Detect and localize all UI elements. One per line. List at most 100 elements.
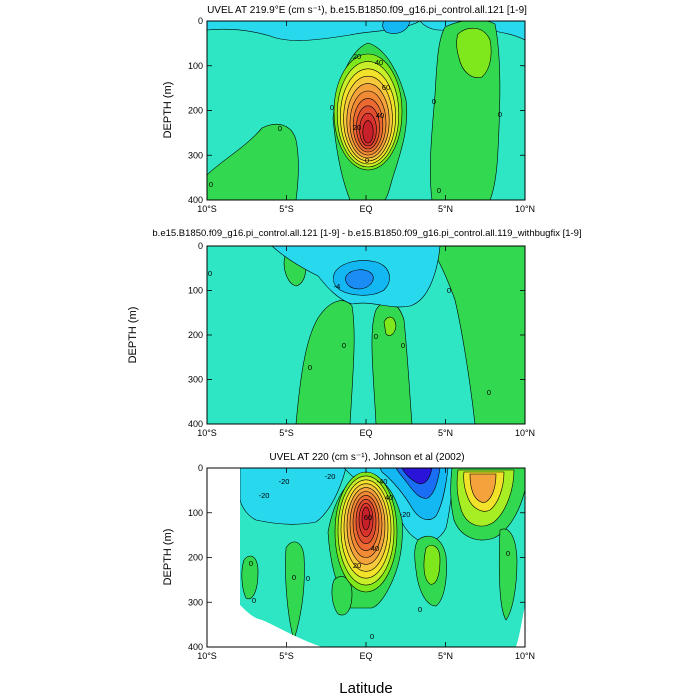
- contour-label: 60: [364, 513, 372, 522]
- contour-label: 0: [342, 341, 346, 350]
- x-tick-label: 10°S: [197, 651, 217, 661]
- panel-3-title: UVEL AT 220 (cm s⁻¹), Johnson et al (200…: [269, 452, 464, 463]
- panel-1-euc-contours: [333, 53, 403, 171]
- y-tick-label: 400: [188, 419, 203, 429]
- panel-1-southern-eastward-band: [207, 124, 299, 200]
- panel-3-observed-uvel: UVEL AT 220 (cm s⁻¹), Johnson et al (200…: [162, 452, 535, 661]
- contour-label: 40: [385, 493, 393, 502]
- contour-label: 20: [353, 561, 361, 570]
- y-tick-label: 100: [188, 286, 203, 296]
- x-tick-label: 5°S: [279, 428, 294, 438]
- panel-2-positive-blob-center: [383, 316, 397, 336]
- contour-label: 0: [249, 559, 253, 568]
- contour-label: 40: [371, 544, 379, 553]
- panel-3-euc-contours: [334, 471, 398, 593]
- y-tick-label: 300: [188, 375, 203, 385]
- contour-label: 20: [353, 52, 361, 61]
- panel-3-sec-core: [401, 468, 433, 485]
- x-tick-label: 5°N: [438, 204, 453, 214]
- y-tick-label: 200: [188, 553, 203, 563]
- y-tick-label: 300: [188, 150, 203, 160]
- y-tick-label: 200: [188, 330, 203, 340]
- contour-label: -40: [377, 477, 388, 486]
- panel-3-east-edge-band: [498, 528, 518, 621]
- contour-label: 0: [401, 341, 405, 350]
- contour-label: 40: [375, 58, 383, 67]
- y-tick-label: 0: [198, 241, 203, 251]
- figure-xlabel: Latitude: [339, 680, 392, 697]
- contour-label: 0: [278, 124, 282, 133]
- contour-label: 0: [330, 103, 334, 112]
- panel-1-contour-labels: 20 40 60 20 40 0 0 0 0 0 0 0: [209, 52, 502, 195]
- x-tick-label: 10°S: [197, 204, 217, 214]
- panel-2-east-positive-region: [429, 246, 525, 424]
- x-tick-label: EQ: [359, 428, 372, 438]
- panel-1-ylabel: DEPTH (m): [162, 82, 174, 139]
- contour-label: -20: [325, 472, 336, 481]
- contour-label: -20: [400, 510, 411, 519]
- contour-label: 0: [208, 269, 212, 278]
- contour-label: 0: [209, 180, 213, 189]
- panel-1-westward-patch: [382, 21, 411, 34]
- panel-2-negative-core: [345, 269, 374, 290]
- panel-1-model-uvel: UVEL AT 219.9°E (cm s⁻¹), b.e15.B1850.f0…: [162, 5, 535, 214]
- panel-3-necc-core: [469, 473, 497, 503]
- contour-label: 0: [370, 632, 374, 641]
- contour-label: 0: [447, 286, 451, 295]
- x-tick-label: 10°S: [197, 428, 217, 438]
- y-tick-label: 0: [198, 463, 203, 473]
- contour-label: 0: [308, 363, 312, 372]
- y-tick-label: 100: [188, 61, 203, 71]
- contour-label: 0: [365, 156, 369, 165]
- contour-label: 0: [252, 596, 256, 605]
- contour-label: 0: [437, 186, 441, 195]
- x-tick-label: 5°S: [279, 204, 294, 214]
- panel-2-ylabel: DEPTH (m): [127, 307, 139, 364]
- contour-label: 0: [418, 605, 422, 614]
- contour-label: 0: [487, 388, 491, 397]
- panel-1-eastward-north-core: [456, 27, 492, 78]
- panel-3-west-westward-band: [239, 468, 347, 525]
- panel-3-contour-labels: -20 -20 -20 -40 -20 60 40 20 40 0 0 0 0 …: [249, 472, 510, 641]
- y-tick-label: 300: [188, 597, 203, 607]
- panel-3-southwest-blob: [241, 555, 259, 600]
- contour-label: 60: [382, 83, 390, 92]
- panel-2-axes: 10°S 5°S EQ 5°N 10°N 0 100 200 300 400: [188, 241, 535, 438]
- panel-3-mask-edge: [207, 468, 322, 647]
- y-tick-label: 100: [188, 508, 203, 518]
- panel-2-contour-labels: -4 0 0 0 0 0 0 0: [208, 269, 491, 397]
- contour-label: -20: [259, 491, 270, 500]
- contour-label: 0: [374, 332, 378, 341]
- x-tick-label: EQ: [359, 204, 372, 214]
- contour-label: -20: [279, 477, 290, 486]
- euc-contour-ring: [361, 506, 371, 531]
- panel-2-title: b.e15.B1850.f09_g16.pi_control.all.121 […: [152, 228, 581, 239]
- contour-label: 0: [498, 110, 502, 119]
- x-tick-label: 10°N: [515, 651, 535, 661]
- contour-label: 20: [353, 123, 361, 132]
- contour-label: 40: [376, 111, 384, 120]
- panel-3-south-eastward-plume: [285, 541, 305, 642]
- x-tick-label: 10°N: [515, 204, 535, 214]
- x-tick-label: EQ: [359, 651, 372, 661]
- contour-label: -4: [334, 282, 341, 291]
- panel-3-ylabel: DEPTH (m): [162, 529, 174, 586]
- contour-label: 0: [432, 97, 436, 106]
- x-tick-label: 5°N: [438, 651, 453, 661]
- y-tick-label: 400: [188, 642, 203, 652]
- contour-label: 0: [306, 574, 310, 583]
- panel-3-north-eastward-core: [423, 545, 441, 585]
- contour-label: 0: [292, 573, 296, 582]
- y-tick-label: 0: [198, 16, 203, 26]
- x-tick-label: 5°N: [438, 428, 453, 438]
- panel-2-difference: b.e15.B1850.f09_g16.pi_control.all.121 […: [127, 228, 582, 438]
- panel-2-positive-plume-west: [295, 300, 355, 424]
- contour-label: 0: [506, 549, 510, 558]
- euc-contour-ring: [362, 120, 374, 144]
- panel-1-title: UVEL AT 219.9°E (cm s⁻¹), b.e15.B1850.f0…: [207, 5, 527, 16]
- x-tick-label: 10°N: [515, 428, 535, 438]
- y-tick-label: 400: [188, 195, 203, 205]
